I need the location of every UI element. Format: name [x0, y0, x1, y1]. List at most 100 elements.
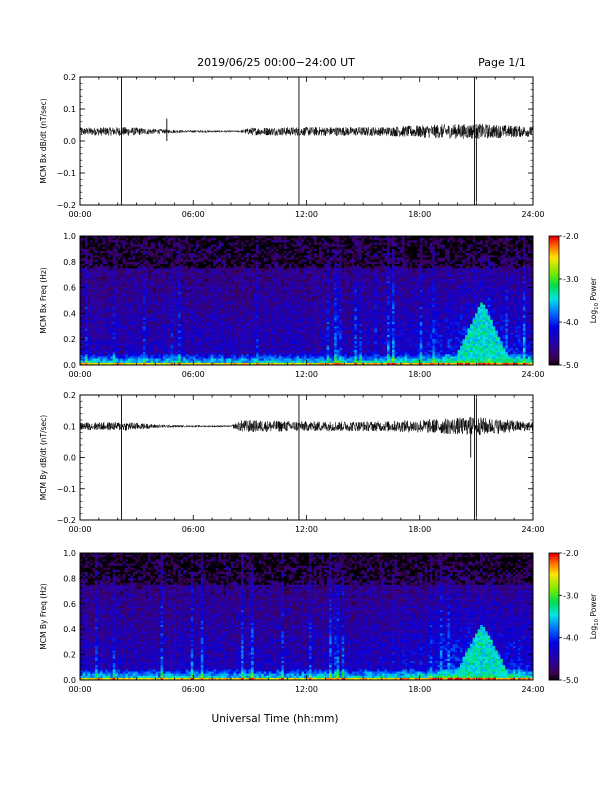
- spectrogram-cell: [128, 285, 131, 287]
- spectrogram-cell: [515, 264, 518, 266]
- spectrogram-cell: [367, 285, 370, 287]
- spectrogram-cell: [483, 283, 486, 285]
- spectrogram-cell: [435, 281, 438, 283]
- spectrogram-cell: [362, 249, 365, 251]
- spectrogram-cell: [322, 283, 325, 285]
- spectrogram-cell: [495, 251, 498, 253]
- spectrogram-cell: [440, 240, 443, 242]
- spectrogram-cell: [156, 281, 159, 283]
- spectrogram-cell: [442, 290, 445, 292]
- spectrogram-cell: [150, 258, 153, 260]
- spectrogram-cell: [261, 268, 264, 270]
- spectrogram-cell: [468, 249, 471, 251]
- spectrogram-cell: [304, 260, 307, 262]
- spectrogram-cell: [130, 242, 133, 244]
- spectrogram-cell: [309, 245, 312, 247]
- x-tick-label: 12:00: [295, 210, 318, 219]
- spectrogram-cell: [218, 251, 221, 253]
- spectrogram-cell: [427, 273, 430, 275]
- spectrogram-cell: [495, 285, 498, 287]
- spectrogram-cell: [123, 288, 126, 290]
- spectrogram-cell: [211, 264, 214, 266]
- spectrogram-cell: [289, 242, 292, 244]
- spectrogram-cell: [354, 268, 357, 270]
- spectrogram-cell: [206, 273, 209, 275]
- spectrogram-cell: [442, 275, 445, 277]
- spectrogram-cell: [402, 245, 405, 247]
- spectrogram-cell: [183, 292, 186, 294]
- spectrogram-cell: [156, 249, 159, 251]
- spectrogram-cell: [206, 253, 209, 255]
- spectrogram-cell: [364, 245, 367, 247]
- spectrogram-cell: [193, 290, 196, 292]
- spectrogram-cell: [163, 255, 166, 257]
- spectrogram-cell: [100, 270, 103, 272]
- spectrogram-cell: [196, 242, 199, 244]
- spectrogram-cell: [128, 240, 131, 242]
- spectrogram-cell: [178, 242, 181, 244]
- spectrogram-cell: [98, 253, 101, 255]
- spectrogram-cell: [397, 266, 400, 268]
- spectrogram-cell: [364, 268, 367, 270]
- spectrogram-cell: [329, 281, 332, 283]
- spectrogram-cell: [264, 240, 267, 242]
- spectrogram-cell: [286, 238, 289, 240]
- spectrogram-cell: [304, 283, 307, 285]
- spectrogram-cell: [208, 279, 211, 281]
- spectrogram-cell: [163, 258, 166, 260]
- spectrogram-cell: [196, 288, 199, 290]
- spectrogram-cell: [244, 281, 247, 283]
- spectrogram-cell: [93, 242, 96, 244]
- spectrogram-cell: [110, 251, 113, 253]
- spectrogram-cell: [337, 245, 340, 247]
- spectrogram-cell: [83, 264, 86, 266]
- spectrogram-cell: [206, 268, 209, 270]
- spectrogram-cell: [309, 255, 312, 257]
- spectrogram-cell: [148, 285, 151, 287]
- spectrogram-cell: [440, 242, 443, 244]
- spectrogram-cell: [166, 275, 169, 277]
- spectrogram-cell: [349, 268, 352, 270]
- spectrogram-cell: [407, 273, 410, 275]
- spectrogram-cell: [226, 279, 229, 281]
- spectrogram-cell: [387, 288, 390, 290]
- spectrogram-cell: [186, 273, 189, 275]
- spectrogram-cell: [407, 262, 410, 264]
- spectrogram-cell: [208, 242, 211, 244]
- spectrogram-cell: [274, 279, 277, 281]
- spectrogram-cell: [485, 279, 488, 281]
- spectrogram-cell: [98, 247, 101, 249]
- spectrogram-cell: [450, 283, 453, 285]
- spectrogram-cell: [377, 268, 380, 270]
- spectrogram-cell: [279, 238, 282, 240]
- spectrogram-cell: [203, 253, 206, 255]
- spectrogram-cell: [266, 253, 269, 255]
- spectrogram-cell: [420, 273, 423, 275]
- spectrogram-cell: [485, 262, 488, 264]
- spectrogram-cell: [95, 292, 98, 294]
- spectrogram-cell: [246, 238, 249, 240]
- spectrogram-cell: [148, 288, 151, 290]
- spectrogram-cell: [314, 288, 317, 290]
- spectrogram-cell: [369, 240, 372, 242]
- spectrogram-cell: [430, 249, 433, 251]
- spectrogram-cell: [432, 242, 435, 244]
- spectrogram-cell: [387, 240, 390, 242]
- spectrogram-cell: [256, 277, 259, 279]
- spectrogram-cell: [518, 268, 521, 270]
- spectrogram-cell: [120, 279, 123, 281]
- spectrogram-cell: [138, 266, 141, 268]
- spectrogram-cell: [143, 279, 146, 281]
- spectrogram-cell: [118, 279, 121, 281]
- spectrogram-cell: [362, 288, 365, 290]
- spectrogram-cell: [435, 247, 438, 249]
- spectrogram-cell: [518, 253, 521, 255]
- spectrogram-cell: [196, 262, 199, 264]
- spectrogram-cell: [362, 253, 365, 255]
- spectrogram-cell: [166, 268, 169, 270]
- spectrogram-cell: [201, 249, 204, 251]
- spectrogram-cell: [329, 245, 332, 247]
- spectrogram-cell: [447, 240, 450, 242]
- spectrogram-cell: [379, 258, 382, 260]
- spectrogram-cell: [299, 238, 302, 240]
